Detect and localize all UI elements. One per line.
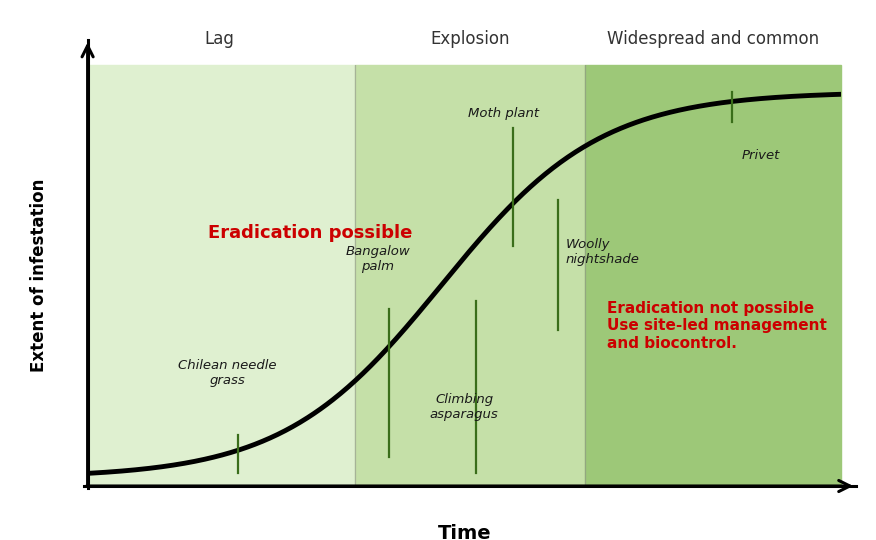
Text: Climbing
asparagus: Climbing asparagus	[430, 393, 498, 421]
Bar	[355, 65, 585, 486]
Text: Lag: Lag	[204, 30, 235, 48]
Text: Moth plant: Moth plant	[468, 106, 539, 119]
Text: Bangalow
palm: Bangalow palm	[345, 245, 410, 273]
Text: Chilean needle
grass: Chilean needle grass	[178, 359, 276, 387]
Bar	[585, 65, 841, 486]
Bar	[88, 65, 355, 486]
Text: Eradication possible: Eradication possible	[208, 224, 413, 242]
Text: Explosion: Explosion	[431, 30, 510, 48]
Text: Time: Time	[437, 524, 491, 540]
Text: Widespread and common: Widespread and common	[607, 30, 819, 48]
Text: Woolly
nightshade: Woolly nightshade	[566, 238, 639, 266]
Text: Privet: Privet	[741, 149, 780, 162]
Text: Extent of infestation: Extent of infestation	[30, 179, 47, 372]
Text: Eradication not possible
Use site-led management
and biocontrol.: Eradication not possible Use site-led ma…	[607, 301, 827, 351]
